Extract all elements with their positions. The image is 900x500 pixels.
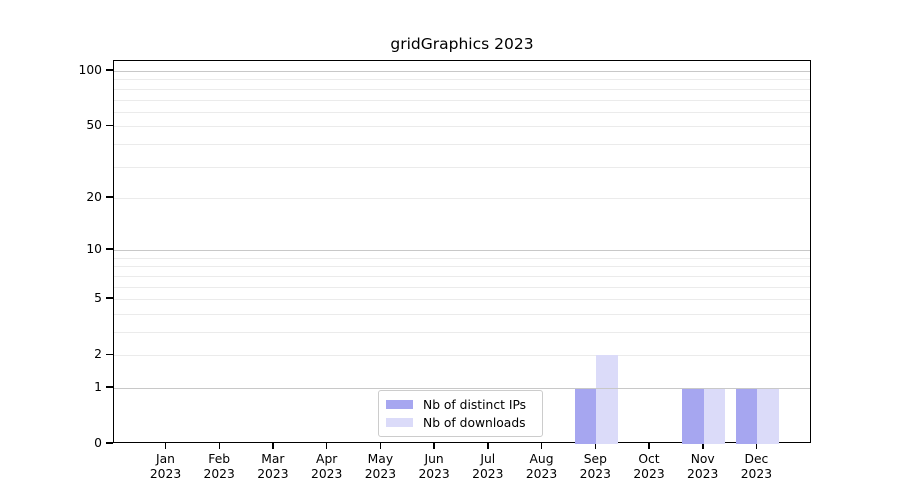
x-tick-label-line: Oct [638, 452, 660, 466]
plot-area [113, 60, 811, 444]
x-tick-label-line: May [367, 452, 394, 466]
x-tick-label-line: Aug [529, 452, 554, 466]
x-tick-label-line: Mar [261, 452, 285, 466]
gridline-major [114, 388, 810, 389]
gridline-minor [114, 332, 810, 333]
x-tick-label-line: 2023 [418, 467, 450, 481]
x-tick-label: Nov 2023 [671, 452, 735, 482]
x-tick-label: Jan 2023 [134, 452, 198, 482]
x-tick-label-line: 2023 [472, 467, 504, 481]
y-tick-mark [105, 297, 113, 299]
y-tick-label: 10 [86, 242, 102, 257]
x-tick-mark [218, 443, 220, 449]
y-tick-label: 100 [78, 63, 102, 77]
x-tick-label-line: Jun [424, 452, 444, 466]
chart-title: gridGraphics 2023 [390, 35, 534, 53]
x-tick-label-line: Feb [208, 452, 231, 466]
legend-item-downloads: Nb of downloads [386, 416, 535, 430]
gridline-minor [114, 166, 810, 168]
x-tick-label-line: 2023 [203, 467, 235, 481]
bar-downloads-nov-2023 [703, 388, 726, 444]
x-tick-label: Mar 2023 [241, 452, 305, 482]
bar-downloads-sep-2023 [596, 355, 618, 444]
x-tick-label-line: 2023 [257, 467, 289, 481]
gridline-major [114, 71, 810, 72]
x-tick-label-line: 2023 [149, 467, 182, 481]
bar-distinct-ips-nov-2023 [682, 388, 704, 444]
x-tick-mark [325, 443, 328, 449]
legend-item-distinct-ips: Nb of distinct IPs [386, 398, 535, 412]
x-tick-label-line: Apr [316, 452, 338, 466]
x-tick-label-line: 2023 [579, 467, 611, 481]
gridline-minor [114, 79, 810, 81]
y-tick-mark [105, 69, 113, 71]
y-tick-label: 0 [94, 436, 102, 450]
x-tick-label: May 2023 [348, 452, 412, 482]
gridline-minor [114, 111, 810, 113]
y-tick-mark [105, 196, 113, 198]
y-tick-label: 2 [94, 347, 102, 362]
x-tick-label: Jul 2023 [456, 452, 520, 482]
y-tick-mark [105, 353, 113, 355]
gridline-minor [114, 286, 810, 288]
gridline-major [114, 250, 810, 252]
y-tick-label: 1 [94, 380, 102, 394]
x-tick-label-line: Sep [583, 452, 607, 466]
y-tick-mark [105, 124, 113, 126]
legend-swatch-downloads [386, 417, 413, 428]
y-tick-label: 20 [86, 189, 102, 204]
x-tick-label-line: Dec [744, 452, 769, 466]
gridline-minor [114, 313, 810, 315]
bar-distinct-ips-sep-2023 [574, 388, 597, 444]
gridline-minor [114, 88, 810, 90]
y-tick-mark [105, 386, 113, 388]
gridline-minor [114, 126, 810, 128]
x-tick-label: Sep 2023 [563, 452, 627, 482]
x-tick-mark [272, 443, 274, 449]
x-tick-label: Dec 2023 [724, 452, 788, 482]
gridline-minor [114, 143, 810, 145]
gridline-minor [114, 355, 810, 357]
gridline-minor [114, 99, 810, 101]
x-tick-label-line: 2023 [311, 467, 343, 481]
x-tick-mark [164, 443, 167, 449]
x-tick-mark [702, 443, 704, 449]
y-tick-mark [105, 248, 113, 250]
x-tick-label-line: Jul [480, 452, 496, 466]
x-tick-label-line: 2023 [633, 467, 665, 481]
x-tick-mark [540, 443, 543, 449]
x-tick-mark [594, 443, 596, 449]
y-tick-label: 5 [94, 291, 102, 306]
gridline-minor [114, 299, 810, 301]
x-tick-mark [755, 443, 758, 449]
x-tick-label-line: Jan [156, 452, 175, 466]
bar-downloads-dec-2023 [757, 388, 779, 444]
x-tick-label: Aug 2023 [510, 452, 574, 482]
x-tick-mark [487, 443, 489, 449]
legend: Nb of distinct IPs Nb of downloads [378, 390, 543, 437]
bar-distinct-ips-dec-2023 [735, 388, 758, 444]
legend-label-distinct-ips: Nb of distinct IPs [423, 397, 527, 412]
x-tick-label-line: 2023 [687, 467, 719, 481]
x-tick-label-line: 2023 [740, 467, 773, 481]
gridline-minor [114, 266, 810, 268]
legend-swatch-distinct-ips [386, 399, 413, 410]
legend-label-downloads: Nb of downloads [423, 415, 526, 430]
x-tick-label-line: Nov [690, 452, 715, 466]
x-tick-mark [433, 443, 435, 449]
x-tick-label-line: 2023 [525, 467, 558, 481]
x-tick-label: Oct 2023 [617, 452, 681, 482]
x-tick-label: Jun 2023 [402, 452, 466, 482]
x-tick-mark [379, 443, 382, 449]
gridline-minor [114, 197, 810, 199]
y-tick-mark [105, 442, 113, 444]
gridline-minor [114, 275, 810, 277]
x-tick-label-line: 2023 [364, 467, 397, 481]
y-tick-label: 50 [86, 118, 102, 133]
x-tick-label: Feb 2023 [187, 452, 251, 482]
gridline-minor [114, 257, 810, 259]
x-tick-label: Apr 2023 [295, 452, 359, 482]
x-tick-mark [648, 443, 650, 449]
